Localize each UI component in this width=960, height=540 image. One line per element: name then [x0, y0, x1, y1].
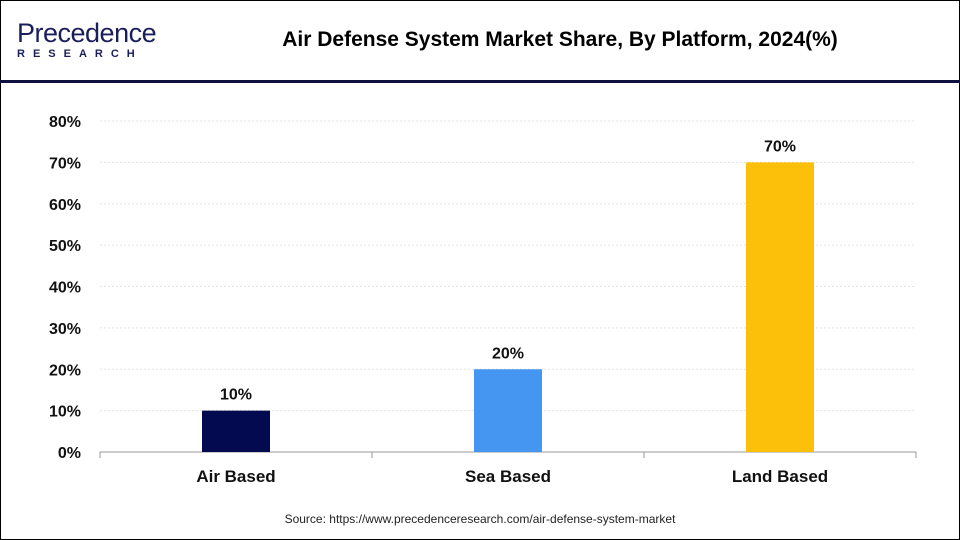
y-tick-label: 50%: [49, 238, 81, 255]
data-label: 20%: [492, 345, 524, 362]
y-tick-label: 80%: [49, 114, 81, 131]
y-tick-label: 30%: [49, 321, 81, 338]
header-divider: [0, 80, 960, 83]
logo: Precedence RESEARCH: [17, 20, 157, 62]
x-tick-label: Land Based: [732, 467, 828, 486]
x-tick-label: Air Based: [196, 467, 275, 486]
y-tick-label: 20%: [49, 362, 81, 379]
y-tick-label: 60%: [49, 197, 81, 214]
chart-title: Air Defense System Market Share, By Plat…: [282, 28, 838, 51]
logo-sub: RESEARCH: [17, 48, 143, 60]
data-label: 10%: [220, 387, 252, 404]
bar: [202, 410, 270, 452]
bar: [746, 162, 814, 452]
y-tick-label: 10%: [49, 404, 81, 421]
logo-main: Precedence: [17, 18, 157, 48]
y-tick-label: 0%: [58, 445, 81, 462]
source-text: Source: https://www.precedenceresearch.c…: [284, 512, 676, 526]
y-tick-label: 40%: [49, 280, 81, 297]
bar: [474, 369, 542, 452]
data-label: 70%: [764, 138, 796, 155]
y-tick-label: 70%: [49, 155, 81, 172]
x-tick-label: Sea Based: [465, 467, 551, 486]
